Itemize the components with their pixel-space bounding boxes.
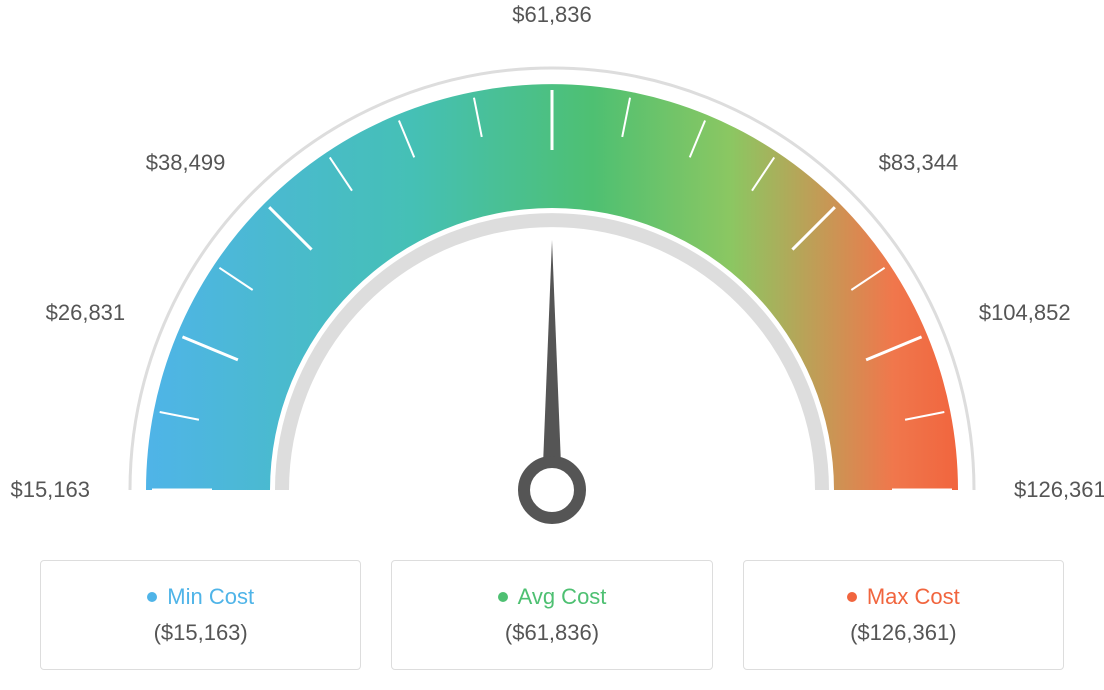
legend-card-avg: Avg Cost ($61,836): [391, 560, 712, 670]
legend-title-label: Max Cost: [867, 584, 960, 610]
legend-dot-icon: [847, 592, 857, 602]
legend-card-max: Max Cost ($126,361): [743, 560, 1064, 670]
gauge-svg: [0, 0, 1104, 545]
legend-dot-icon: [147, 592, 157, 602]
legend-row: Min Cost ($15,163) Avg Cost ($61,836) Max Co…: [0, 560, 1104, 670]
gauge-area: $15,163 $26,831 $38,499 $61,836 $83,344 $104,…: [0, 0, 1104, 545]
legend-card-min: Min Cost ($15,163): [40, 560, 361, 670]
cost-gauge-widget: $15,163 $26,831 $38,499 $61,836 $83,344 $104,…: [0, 0, 1104, 690]
legend-title-label: Min Cost: [167, 584, 254, 610]
legend-value: ($15,163): [154, 620, 248, 646]
gauge-tick-label: $26,831: [46, 300, 126, 326]
legend-title: Max Cost: [847, 584, 960, 610]
legend-title: Avg Cost: [498, 584, 607, 610]
legend-value: ($126,361): [850, 620, 956, 646]
gauge-needle: [542, 240, 562, 490]
gauge-tick-label: $83,344: [879, 150, 959, 176]
gauge-tick-label: $126,361: [1014, 477, 1104, 503]
gauge-tick-label: $104,852: [979, 300, 1071, 326]
gauge-tick-label: $61,836: [512, 2, 592, 28]
legend-title: Min Cost: [147, 584, 254, 610]
legend-dot-icon: [498, 592, 508, 602]
legend-value: ($61,836): [505, 620, 599, 646]
legend-title-label: Avg Cost: [518, 584, 607, 610]
gauge-tick-label: $15,163: [10, 477, 90, 503]
gauge-tick-label: $38,499: [146, 150, 226, 176]
gauge-hub: [524, 462, 580, 518]
